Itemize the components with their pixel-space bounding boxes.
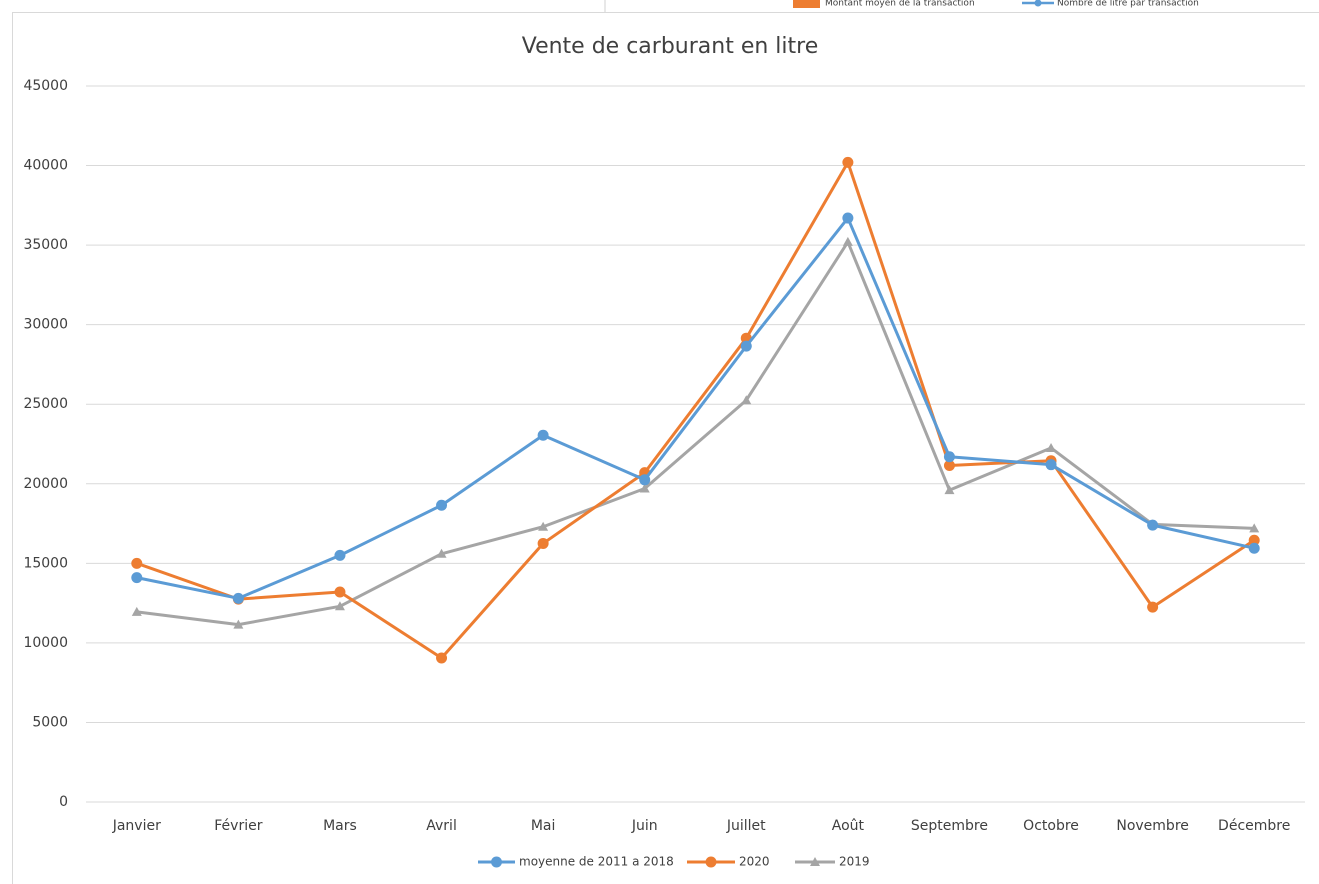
x-tick-label: Octobre [1023,818,1079,834]
x-tick-label: Juillet [726,818,766,834]
marker [1147,519,1159,531]
series-line [136,216,1255,600]
x-tick-label: Juin [631,818,658,834]
chart-title: Vente de carburant en litre [522,34,819,59]
legend-marker [705,856,717,868]
series-line [136,240,1255,627]
marker [131,572,143,584]
marker [944,485,955,495]
y-tick-label: 30000 [23,317,68,333]
marker [639,483,650,493]
x-tick-label: Mars [323,818,357,834]
x-tick-label: Septembre [911,818,988,834]
marker [1249,523,1260,533]
series-line [136,160,1256,660]
marker [537,429,549,441]
marker [1248,542,1260,554]
legend-marker [810,857,820,866]
marker [334,586,346,598]
marker [1045,459,1057,471]
marker [1248,534,1260,546]
marker [232,592,244,604]
y-tick-label: 10000 [23,635,68,651]
x-tick-label: Décembre [1218,818,1290,834]
marker [639,474,651,486]
marker [233,619,244,629]
legend-swatch [793,0,820,8]
marker [842,212,854,224]
marker [740,340,752,352]
marker [741,395,752,405]
y-tick-label: 5000 [32,714,68,730]
marker [943,451,955,463]
marker [1046,442,1057,452]
marker [1147,601,1159,613]
x-tick-label: Août [832,818,865,834]
y-tick-label: 25000 [23,396,68,412]
y-tick-label: 40000 [23,158,68,174]
x-tick-label: Février [214,818,262,834]
x-tick-label: Novembre [1116,818,1189,834]
legend-label: 2020 [739,855,770,869]
x-tick-label: Mai [531,818,556,834]
legend-label: Nombre de litre par transaction [1057,0,1199,9]
legend-marker [1034,0,1042,7]
marker [943,459,955,471]
x-tick-label: Avril [426,818,457,834]
marker [436,548,447,558]
x-tick-label: Janvier [112,818,161,834]
marker [842,236,853,246]
marker [537,537,549,549]
marker [131,606,142,616]
marker [538,521,549,531]
legend-label: moyenne de 2011 a 2018 [519,855,674,869]
y-tick-label: 20000 [23,476,68,492]
y-tick-label: 45000 [23,78,68,94]
marker [436,499,448,511]
y-tick-label: 35000 [23,237,68,253]
chart-frame [12,12,1319,884]
marker [436,652,448,664]
y-tick-label: 0 [59,794,68,810]
marker [842,156,854,168]
legend-marker [491,856,502,868]
marker [334,601,345,611]
legend-label: 2019 [839,855,870,869]
marker [131,557,143,569]
legend-label: Montant moyen de la transaction [825,0,975,9]
y-tick-label: 15000 [23,555,68,571]
marker [334,549,346,561]
